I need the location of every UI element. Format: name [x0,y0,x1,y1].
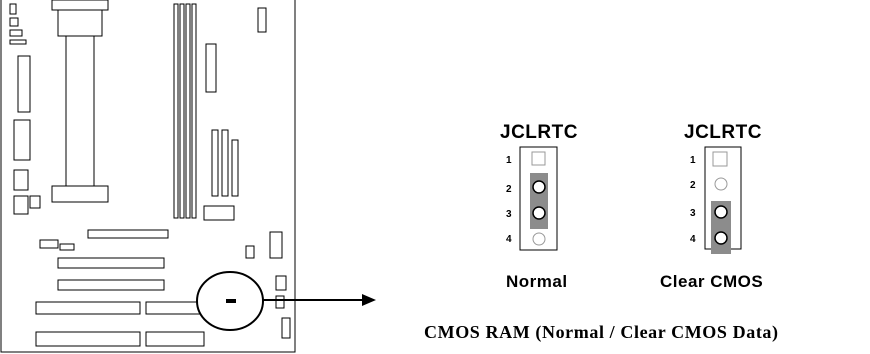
pin-4-circle [714,231,728,245]
expansion-slot [57,257,165,269]
jumper-right-title: JCLRTC [684,122,762,143]
pin-number: 4 [506,234,512,245]
board-component [9,3,17,15]
pin-1-square [712,151,728,167]
pin-number: 2 [506,184,512,195]
pin-number: 3 [506,209,512,220]
pin-number: 3 [690,208,696,219]
board-outline [0,0,296,353]
pin-1-square [531,151,546,166]
jumper-left-frame [519,146,558,251]
dimm-slot [173,3,179,219]
pin-2-circle [714,177,728,191]
pin-number: 1 [506,155,512,166]
jumper-left-title: JCLRTC [500,122,578,143]
pin-3-circle [532,206,546,220]
arrow-head [362,294,376,306]
pin-4-circle [532,232,546,246]
pin-number: 2 [690,180,696,191]
pin-number: 4 [690,234,696,245]
pin-3-circle [714,205,728,219]
pin-2-circle [532,180,546,194]
jumper-location-mark [226,299,236,303]
jumper-right-setting: Clear CMOS [660,272,764,291]
diagram-caption: CMOS RAM (Normal / Clear CMOS Data) [424,322,779,342]
pin-number: 1 [690,155,696,166]
jumper-left-setting: Normal [506,272,568,291]
